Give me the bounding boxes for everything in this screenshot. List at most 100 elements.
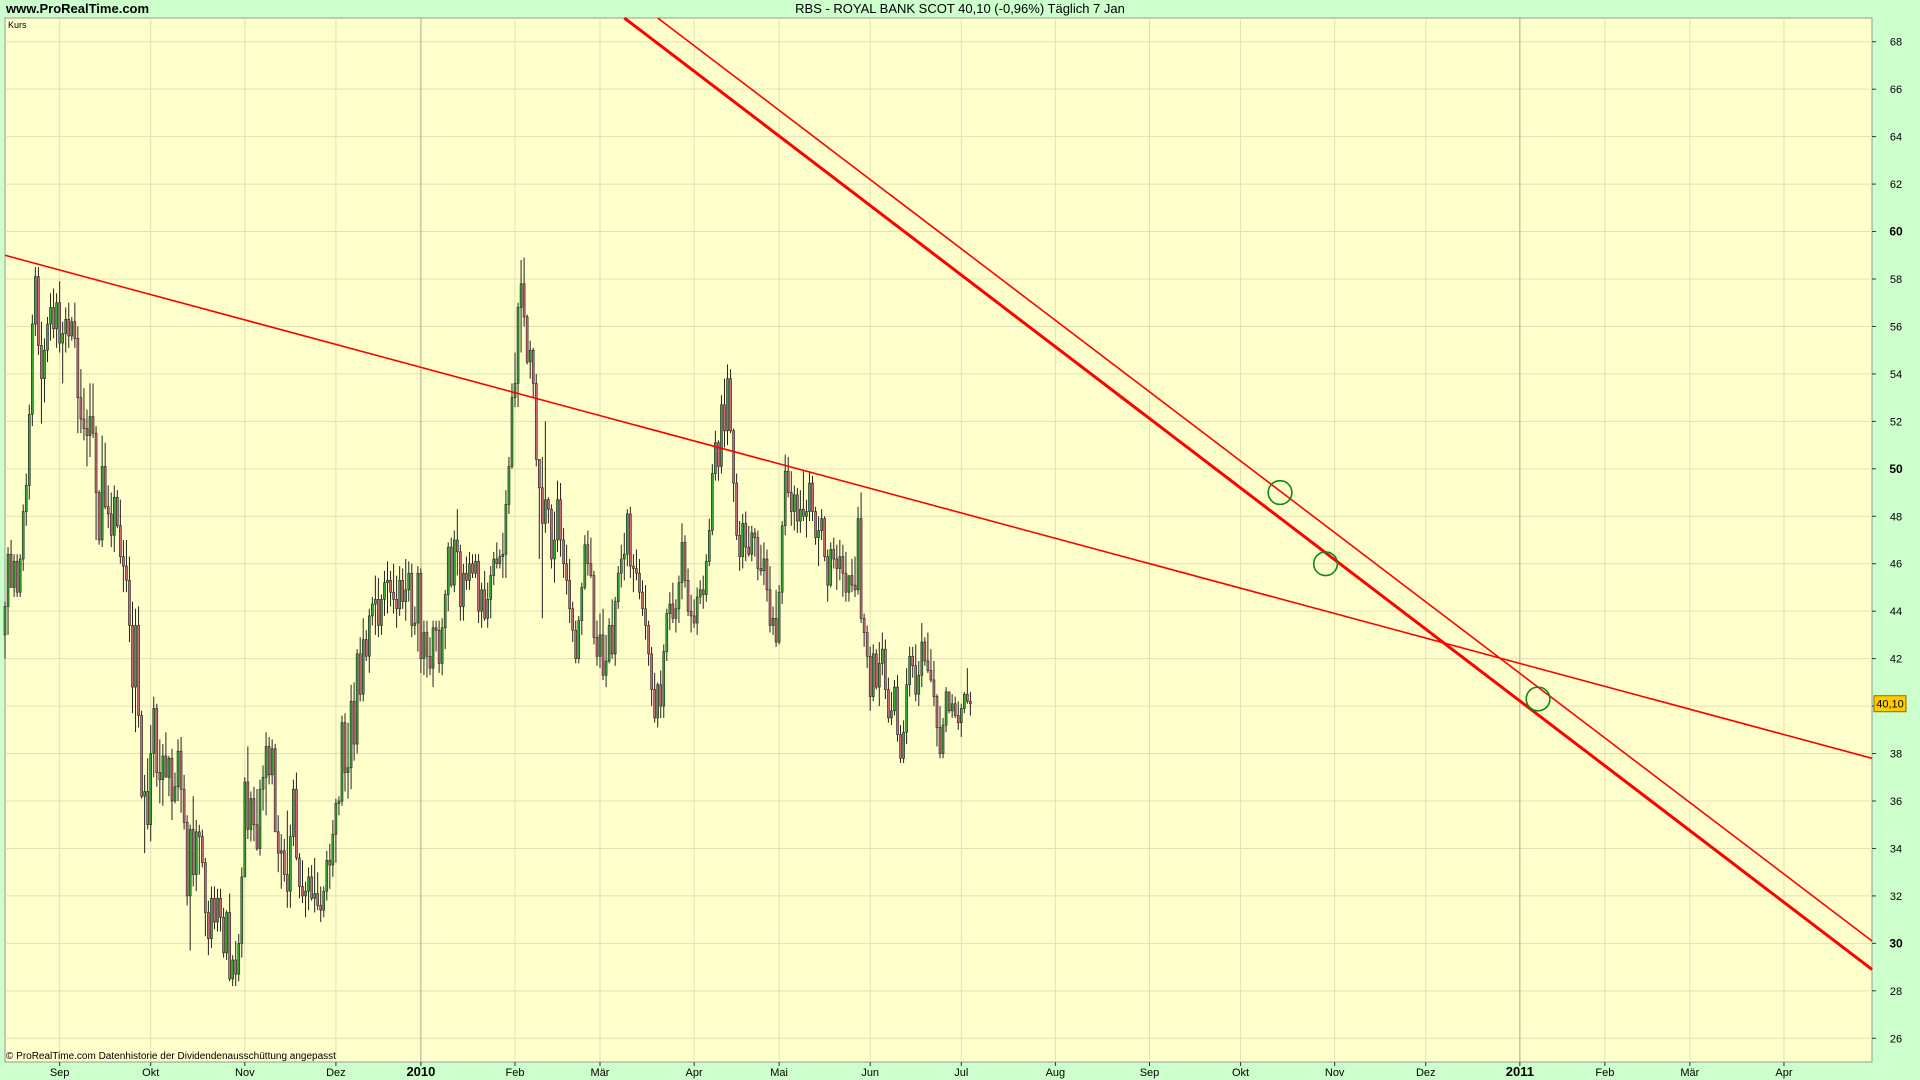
candle-body: [116, 496, 119, 527]
annotation-circle[interactable]: [1312, 551, 1339, 577]
candle: [607, 618, 611, 664]
candle: [950, 694, 954, 718]
candle: [292, 779, 295, 847]
candle-body: [726, 378, 729, 432]
candle-body: [565, 563, 568, 581]
candle-body: [783, 470, 787, 527]
candle: [82, 388, 86, 441]
candle: [231, 955, 234, 987]
y-tick-label: 34: [1890, 843, 1902, 855]
y-tick-label: 46: [1890, 559, 1902, 571]
candle: [252, 786, 256, 842]
candle: [592, 570, 596, 645]
candle: [298, 853, 301, 899]
candle: [416, 566, 420, 652]
candle: [583, 535, 587, 590]
candle-body: [805, 511, 808, 517]
candle-body: [835, 558, 839, 569]
candle: [289, 824, 292, 908]
candle: [170, 748, 174, 820]
candle: [899, 725, 902, 764]
candle: [97, 490, 101, 545]
candle-body: [878, 663, 881, 688]
candle: [544, 421, 547, 533]
year-separators: [420, 18, 1521, 1062]
candle: [112, 485, 116, 552]
y-tick-label: 44: [1890, 606, 1902, 618]
candle-body: [243, 781, 247, 878]
x-tick-label: Mär: [591, 1067, 610, 1079]
candle: [656, 682, 659, 728]
chart-header: www.ProRealTime.com RBS - ROYAL BANK SCO…: [0, 0, 1920, 18]
trendline[interactable]: [4, 254, 1873, 760]
candle: [197, 824, 201, 875]
candle: [364, 630, 368, 662]
candle-body: [632, 565, 635, 569]
candle: [176, 739, 180, 801]
candle-body: [738, 534, 741, 557]
candle: [422, 620, 426, 676]
candle-body: [49, 307, 52, 325]
candle: [100, 435, 104, 548]
candle-body: [88, 416, 92, 436]
candle: [103, 442, 107, 510]
candle: [610, 599, 614, 659]
x-tick-label: Okt: [142, 1067, 159, 1079]
candle-body: [504, 504, 508, 555]
candle: [841, 544, 845, 597]
candle: [207, 900, 210, 956]
candle-body: [343, 722, 347, 773]
candle: [853, 556, 857, 597]
candle-body: [37, 276, 40, 346]
candle-body: [683, 542, 687, 581]
candle-body: [856, 518, 860, 591]
candle-body: [164, 755, 168, 778]
trendline[interactable]: [657, 17, 1873, 942]
candle: [128, 556, 131, 643]
annotation-circles[interactable]: [1267, 479, 1551, 712]
annotation-circle[interactable]: [1267, 479, 1293, 506]
candle-body: [258, 788, 262, 849]
candle-body: [119, 525, 122, 557]
candle-body: [528, 349, 532, 363]
candle-body: [963, 693, 966, 709]
candle: [835, 544, 839, 590]
trendlines[interactable]: [4, 16, 1873, 971]
candle-body: [917, 674, 921, 695]
candle-body: [31, 323, 34, 415]
candle: [276, 815, 280, 873]
trendline[interactable]: [623, 16, 1873, 971]
candle: [944, 687, 948, 733]
candle: [969, 691, 972, 716]
candle-body: [73, 321, 77, 339]
candle: [486, 582, 489, 628]
candle: [210, 886, 213, 949]
candle-body: [717, 442, 720, 467]
candle-body: [319, 905, 323, 911]
annotation-circle[interactable]: [1525, 686, 1551, 712]
candle-body: [61, 333, 64, 344]
candle-body: [358, 653, 362, 695]
candle-body: [207, 912, 210, 939]
candle: [116, 490, 119, 529]
candle-body: [774, 617, 778, 643]
candle-body: [158, 772, 162, 780]
candle-body: [97, 492, 101, 541]
candle-body: [361, 639, 365, 695]
candle-body: [465, 572, 468, 581]
candle-body: [753, 532, 757, 538]
candle: [191, 796, 195, 887]
candle-body: [559, 499, 562, 541]
candle: [865, 625, 869, 669]
candle-body: [331, 833, 335, 866]
candle-body: [659, 684, 663, 707]
candle: [677, 575, 681, 624]
candle-body: [477, 561, 480, 612]
candle: [720, 395, 723, 474]
candle: [595, 620, 599, 666]
candle: [273, 744, 277, 833]
candle: [261, 765, 265, 811]
candle: [729, 369, 732, 434]
candle-body: [802, 508, 805, 517]
